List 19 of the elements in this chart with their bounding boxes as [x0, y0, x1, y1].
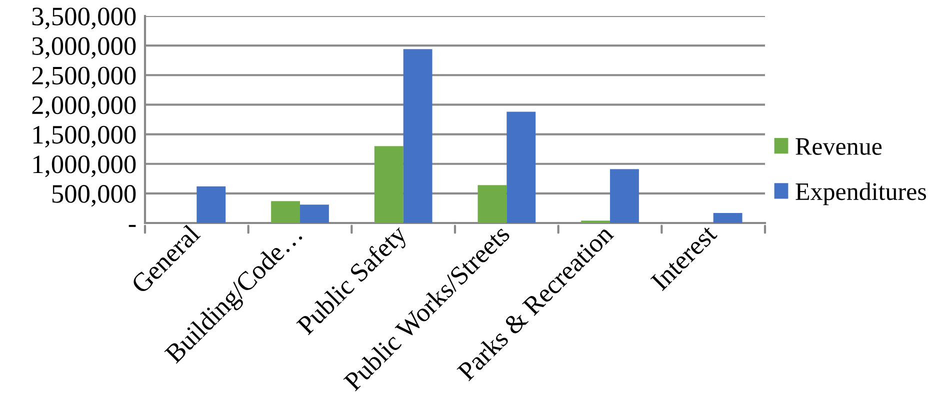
y-tick-label: 2,000,000: [32, 96, 136, 118]
bar: [478, 185, 507, 223]
bar: [196, 186, 226, 223]
bar: [610, 169, 639, 223]
y-tick-label: 2,500,000: [32, 66, 136, 88]
bar: [374, 146, 404, 223]
legend-label: Expenditures: [796, 182, 926, 206]
y-tick-label: 1,500,000: [33, 126, 136, 148]
legend-label: Revenue: [796, 138, 882, 155]
y-tick-label: 3,000,000: [32, 37, 136, 59]
y-tick-label: 3,500,000: [32, 8, 136, 30]
y-tick-label: 500,000: [52, 185, 136, 207]
bar: [271, 201, 300, 223]
y-tick-label: 1,000,000: [33, 155, 136, 178]
bar: [713, 212, 742, 223]
bar: [506, 112, 536, 223]
y-tick-label: -: [128, 224, 136, 227]
bar: [403, 49, 432, 223]
bar: [300, 204, 329, 223]
